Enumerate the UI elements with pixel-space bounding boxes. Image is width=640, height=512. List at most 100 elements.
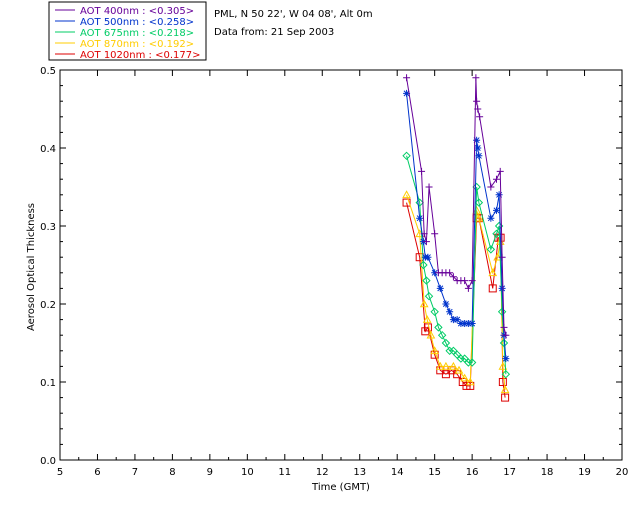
data-point: [492, 229, 501, 239]
x-tick-label: 5: [57, 467, 63, 478]
data-point: [460, 373, 469, 382]
legend-box: [48, 1, 207, 61]
x-tick-label: 16: [466, 467, 479, 478]
data-point: [422, 315, 432, 323]
data-point: [461, 277, 469, 285]
data-point: [468, 320, 476, 327]
data-point: [498, 378, 507, 386]
data-point: [501, 369, 511, 379]
data-point: [487, 183, 495, 191]
data-point: [430, 346, 440, 355]
data-point: [435, 361, 445, 370]
data-point: [457, 320, 465, 327]
legend-entry: AOT 500nm : <0.258>: [80, 17, 194, 28]
data-point: [446, 269, 454, 277]
data-point: [418, 167, 426, 175]
data-point: [441, 361, 451, 370]
data-point: [475, 152, 483, 160]
data-point: [441, 338, 451, 348]
data-point: [442, 300, 450, 308]
data-point: [461, 320, 469, 327]
data-point: [449, 273, 457, 281]
data-point: [446, 308, 454, 316]
data-point: [456, 354, 466, 363]
data-point: [473, 136, 481, 144]
data-point: [499, 338, 509, 348]
data-point: [431, 269, 439, 277]
data-point: [500, 385, 510, 394]
x-tick-label: 7: [132, 467, 138, 478]
x-tick-label: 13: [353, 467, 366, 478]
legend-items: AOT 400nm : <0.305>AOT 500nm : <0.258>AO…: [55, 6, 200, 61]
data-point: [464, 320, 472, 327]
data-point: [487, 214, 495, 222]
data-point: [424, 291, 434, 301]
series-square: [402, 198, 510, 402]
data-point: [419, 260, 428, 270]
data-point: [453, 316, 461, 324]
plot-frame: [59, 69, 623, 461]
data-point: [502, 355, 510, 363]
x-tick-label: 14: [391, 467, 404, 478]
data-point: [434, 323, 443, 332]
y-tick-label: 0.5: [40, 66, 56, 77]
data-point: [425, 183, 433, 191]
data-point: [415, 198, 424, 207]
legend-entry: AOT 675nm : <0.218>: [80, 28, 194, 39]
legend-entry: AOT 870nm : <0.192>: [80, 39, 194, 50]
series-line: [406, 194, 506, 390]
data-point: [497, 307, 507, 317]
y-tick-label: 0.2: [40, 300, 56, 311]
data-point: [402, 198, 411, 207]
data-point: [502, 331, 510, 339]
data-point: [402, 190, 411, 199]
x-tick-label: 6: [94, 467, 100, 478]
y-tick-label: 0.4: [40, 144, 56, 155]
data-point: [437, 330, 447, 340]
data-point: [449, 316, 457, 324]
data-point: [445, 346, 454, 356]
data-point: [498, 284, 506, 292]
data-point: [488, 268, 498, 277]
data-point: [436, 284, 444, 292]
data-point: [464, 284, 472, 292]
data-point: [419, 299, 429, 308]
series-plus: [403, 74, 510, 339]
x-tick-label: 15: [428, 467, 441, 478]
data-point: [464, 358, 473, 367]
data-point: [492, 175, 500, 183]
date-text: Data from: 21 Sep 2003: [214, 27, 334, 38]
data-point: [496, 167, 504, 175]
data-point: [449, 361, 458, 370]
series-diamond: [402, 151, 511, 379]
series-layer: [402, 74, 511, 402]
data-point: [473, 97, 481, 105]
data-point: [422, 276, 431, 285]
data-point: [474, 198, 484, 207]
data-point: [420, 230, 428, 238]
data-point: [474, 105, 482, 113]
data-point: [465, 377, 475, 386]
data-point: [424, 253, 432, 261]
location-text: PML, N 50 22', W 04 08', Alt 0m: [214, 9, 373, 20]
legend-entry: AOT 400nm : <0.305>: [80, 6, 194, 17]
x-tick-label: 8: [169, 467, 175, 478]
series-asterisk: [403, 89, 510, 363]
data-point: [476, 113, 484, 121]
data-point: [498, 253, 506, 261]
x-tick-label: 20: [616, 467, 629, 478]
data-point: [454, 365, 464, 374]
x-tick-label: 12: [316, 467, 329, 478]
x-axis-label: Time (GMT): [311, 482, 370, 493]
data-point: [403, 74, 411, 82]
data-point: [416, 214, 424, 222]
x-tick-label: 9: [207, 467, 213, 478]
data-point: [472, 74, 480, 82]
data-point: [430, 307, 439, 317]
data-point: [403, 89, 411, 97]
y-axis-label: Aerosol Optical Thickness: [26, 203, 37, 331]
data-point: [467, 358, 477, 367]
axis-ticks: 5 6 7 8 9 10 11 12 13 14 15 16 17 18 19 20 0.0 0.1 0.2 0.3 0…: [40, 66, 628, 478]
y-tick-label: 0.0: [40, 456, 56, 467]
